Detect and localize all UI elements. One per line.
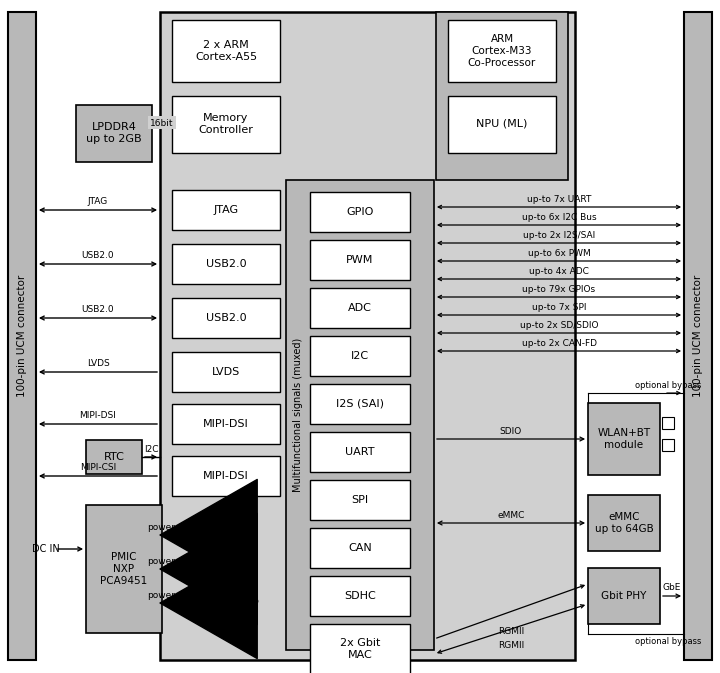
Bar: [662, 439, 674, 451]
Text: RGMII: RGMII: [498, 627, 524, 635]
Bar: [8, 12, 36, 660]
Bar: [448, 20, 556, 82]
Bar: [86, 440, 142, 474]
Text: MIPI-DSI: MIPI-DSI: [203, 471, 249, 481]
Text: 100-pin UCM connector: 100-pin UCM connector: [693, 275, 703, 397]
Bar: [172, 244, 280, 284]
Text: RGMII: RGMII: [498, 641, 524, 651]
Bar: [310, 528, 410, 568]
Text: power: power: [147, 557, 175, 565]
Text: up-to 7x UART: up-to 7x UART: [527, 194, 591, 203]
Text: DC IN: DC IN: [32, 544, 60, 554]
Text: power: power: [147, 522, 175, 532]
Text: up-to 6x I2C Bus: up-to 6x I2C Bus: [522, 213, 596, 221]
Bar: [172, 456, 280, 496]
Text: ARM
Cortex-M33
Co-Processor: ARM Cortex-M33 Co-Processor: [468, 34, 536, 67]
Bar: [160, 12, 575, 660]
Text: MIPI-DSI: MIPI-DSI: [80, 411, 117, 419]
Bar: [172, 190, 280, 230]
Text: MIPI-DSI: MIPI-DSI: [203, 419, 249, 429]
Text: Gbit PHY: Gbit PHY: [601, 591, 647, 601]
Text: GbE: GbE: [663, 583, 681, 592]
Text: GPIO: GPIO: [346, 207, 374, 217]
Text: I2S (SAI): I2S (SAI): [336, 399, 384, 409]
Text: NPU (ML): NPU (ML): [477, 119, 528, 129]
Bar: [310, 240, 410, 280]
Bar: [588, 495, 660, 551]
Text: RTC: RTC: [104, 452, 125, 462]
Text: NXP
i.MX93: NXP i.MX93: [190, 571, 260, 609]
Bar: [310, 624, 410, 673]
Text: WLAN+BT
module: WLAN+BT module: [598, 428, 651, 450]
Text: LVDS: LVDS: [86, 359, 109, 367]
Text: UART: UART: [346, 447, 374, 457]
Bar: [148, 116, 176, 129]
Bar: [310, 432, 410, 472]
Text: PWM: PWM: [346, 255, 374, 265]
Text: LVDS: LVDS: [212, 367, 240, 377]
Text: 100-pin UCM connector: 100-pin UCM connector: [17, 275, 27, 397]
Text: Multifunctional signals (muxed): Multifunctional signals (muxed): [293, 338, 303, 492]
Text: ADC: ADC: [348, 303, 372, 313]
Text: USB2.0: USB2.0: [81, 304, 114, 314]
Text: optional bypass: optional bypass: [635, 637, 701, 645]
Bar: [662, 417, 674, 429]
Bar: [310, 192, 410, 232]
Text: PMIC
NXP
PCA9451: PMIC NXP PCA9451: [100, 553, 148, 586]
Bar: [448, 96, 556, 153]
Text: JTAG: JTAG: [88, 197, 108, 205]
Text: power: power: [147, 590, 175, 600]
Text: up-to 6x PWM: up-to 6x PWM: [528, 248, 590, 258]
Text: SDHC: SDHC: [344, 591, 376, 601]
Bar: [172, 404, 280, 444]
Text: 2x Gbit
MAC: 2x Gbit MAC: [340, 638, 380, 660]
Text: optional bypass: optional bypass: [635, 382, 701, 390]
Text: I2C: I2C: [144, 446, 158, 454]
Bar: [172, 20, 280, 82]
Text: JTAG: JTAG: [213, 205, 238, 215]
Bar: [172, 96, 280, 153]
Bar: [86, 505, 162, 633]
Text: 2 x ARM
Cortex-A55: 2 x ARM Cortex-A55: [195, 40, 257, 62]
Text: up-to 2x I2S/SAI: up-to 2x I2S/SAI: [523, 230, 595, 240]
Bar: [588, 568, 660, 624]
Text: eMMC: eMMC: [498, 511, 525, 520]
Bar: [436, 12, 568, 180]
Text: CAN: CAN: [348, 543, 372, 553]
Bar: [310, 288, 410, 328]
Text: SPI: SPI: [351, 495, 369, 505]
Text: up-to 2x SD/SDIO: up-to 2x SD/SDIO: [520, 320, 598, 330]
Bar: [172, 352, 280, 392]
Bar: [310, 576, 410, 616]
Bar: [172, 298, 280, 338]
Bar: [76, 105, 152, 162]
Text: SDIO: SDIO: [500, 427, 522, 435]
Text: USB2.0: USB2.0: [81, 250, 114, 260]
Text: up-to 79x GPIOs: up-to 79x GPIOs: [523, 285, 595, 293]
Bar: [588, 403, 660, 475]
Text: USB2.0: USB2.0: [206, 259, 246, 269]
Text: eMMC
up to 64GB: eMMC up to 64GB: [595, 512, 653, 534]
Text: Memory
Controller: Memory Controller: [199, 113, 253, 135]
Bar: [286, 180, 434, 650]
Bar: [310, 480, 410, 520]
Text: up-to 2x CAN-FD: up-to 2x CAN-FD: [521, 339, 596, 347]
Text: I2C: I2C: [351, 351, 369, 361]
Bar: [310, 336, 410, 376]
Bar: [310, 384, 410, 424]
Text: up-to 4x ADC: up-to 4x ADC: [529, 267, 589, 275]
Bar: [684, 12, 712, 660]
Text: LPDDR4
up to 2GB: LPDDR4 up to 2GB: [86, 122, 142, 144]
Text: up-to 7x SPI: up-to 7x SPI: [532, 302, 586, 312]
Text: MIPI-CSI: MIPI-CSI: [80, 462, 116, 472]
Text: USB2.0: USB2.0: [206, 313, 246, 323]
Text: 16bit: 16bit: [150, 120, 174, 129]
